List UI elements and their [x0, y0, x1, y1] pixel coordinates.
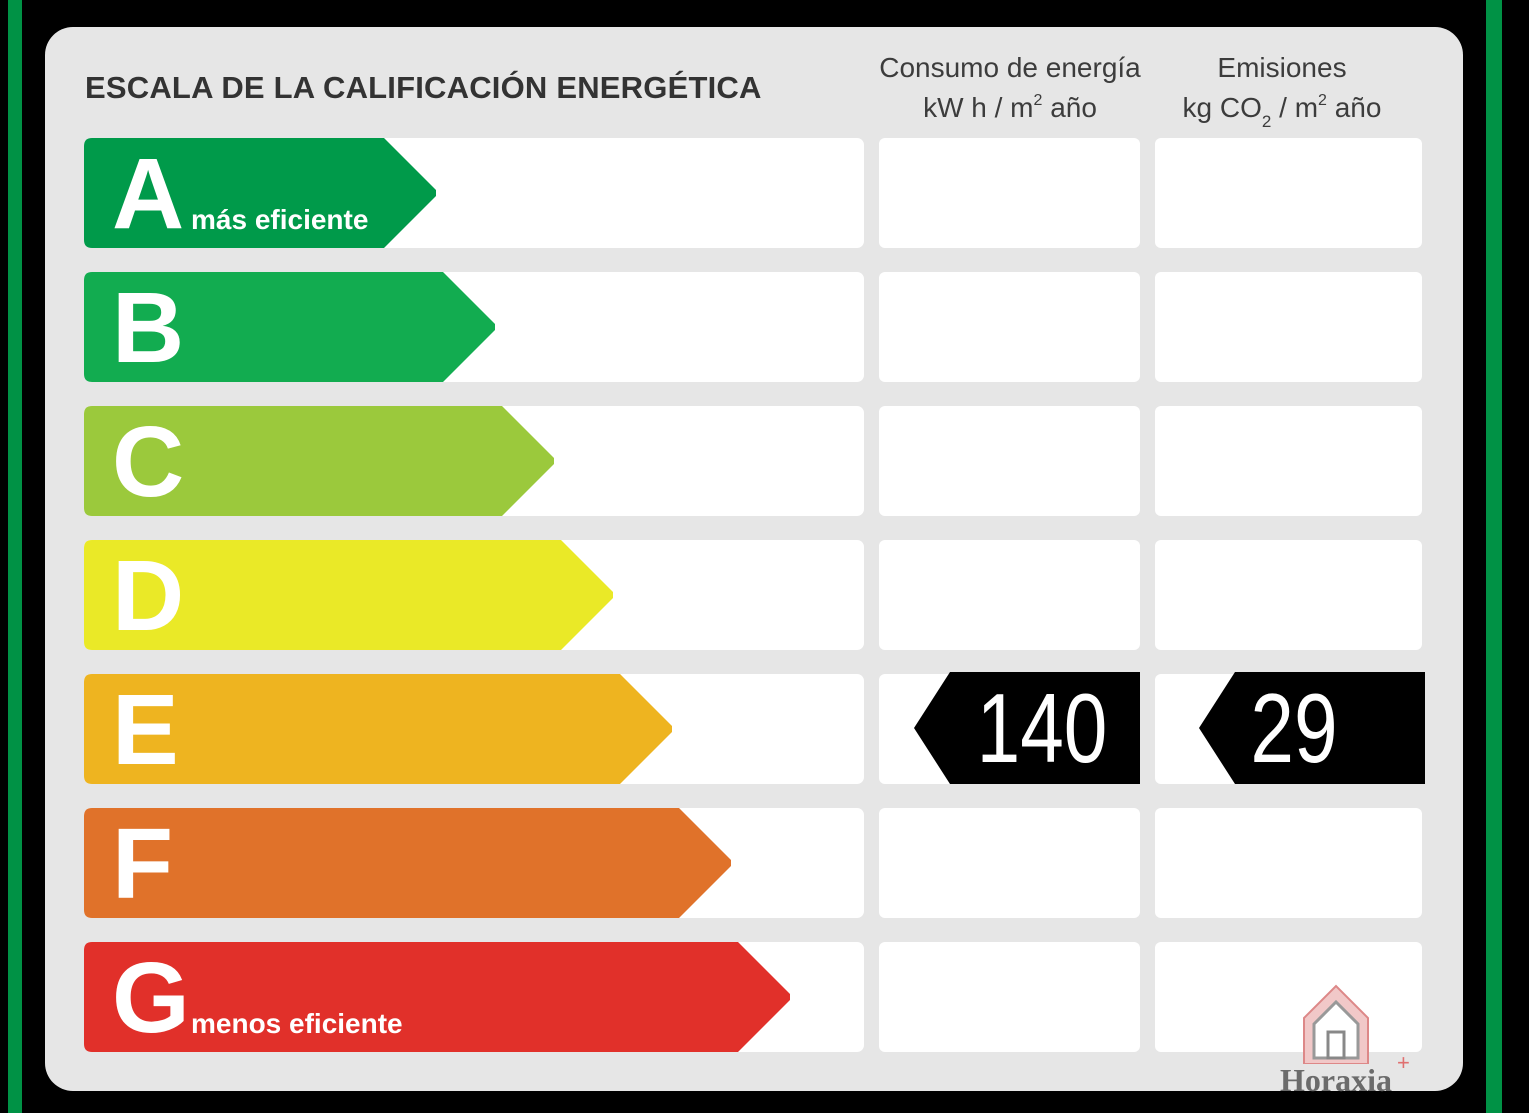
house-logo-icon [1303, 984, 1369, 1065]
rating-letter: F [112, 808, 174, 920]
rating-letter: A [112, 138, 185, 250]
rating-arrow-e [84, 674, 672, 784]
emissions-cell [1155, 942, 1422, 1052]
rating-letter: E [112, 674, 179, 786]
rating-arrow-c [84, 406, 554, 516]
watermark-text: Horaxia [1280, 1062, 1392, 1098]
energy-cell [879, 272, 1140, 382]
emissions-cell [1155, 138, 1422, 248]
energy-column-header: Consumo de energía kW h / m2 año [868, 48, 1152, 128]
energy-value: 140 [976, 673, 1108, 783]
page-title: ESCALA DE LA CALIFICACIÓN ENERGÉTICA [85, 70, 762, 105]
rating-arrow-a [84, 138, 436, 248]
energy-cell [879, 942, 1140, 1052]
watermark-plus: + [1397, 1050, 1410, 1075]
emissions-value: 29 [1250, 673, 1338, 783]
emissions-value-tag: 29 [1199, 672, 1425, 784]
emissions-cell [1155, 540, 1422, 650]
rating-letter: D [112, 540, 185, 652]
energy-cell [879, 138, 1140, 248]
energy-cell [879, 808, 1140, 918]
emissions-cell [1155, 406, 1422, 516]
rating-sublabel: más eficiente [191, 204, 369, 235]
emissions-header-line1: Emisiones [1217, 52, 1347, 83]
energy-header-line1: Consumo de energía [879, 52, 1141, 83]
rating-arrow-g [84, 942, 790, 1052]
rating-arrow-b [84, 272, 495, 382]
rating-letter: C [112, 406, 185, 518]
emissions-column-header: Emisiones kg CO2 / m2 año [1150, 48, 1414, 131]
emissions-cell [1155, 272, 1422, 382]
rating-arrow-d [84, 540, 613, 650]
energy-header-unit: kW h / m2 año [923, 92, 1097, 123]
energy-value-tag: 140 [914, 672, 1140, 784]
energy-cell [879, 540, 1140, 650]
rating-arrow-f [84, 808, 731, 918]
emissions-header-unit: kg CO2 / m2 año [1182, 92, 1382, 131]
horaxia-watermark: Horaxia + [1280, 984, 1410, 1113]
rating-letter: G [112, 942, 190, 1054]
rating-letter: B [112, 272, 185, 384]
emissions-cell [1155, 808, 1422, 918]
energy-cell [879, 406, 1140, 516]
rating-sublabel: menos eficiente [191, 1008, 403, 1039]
